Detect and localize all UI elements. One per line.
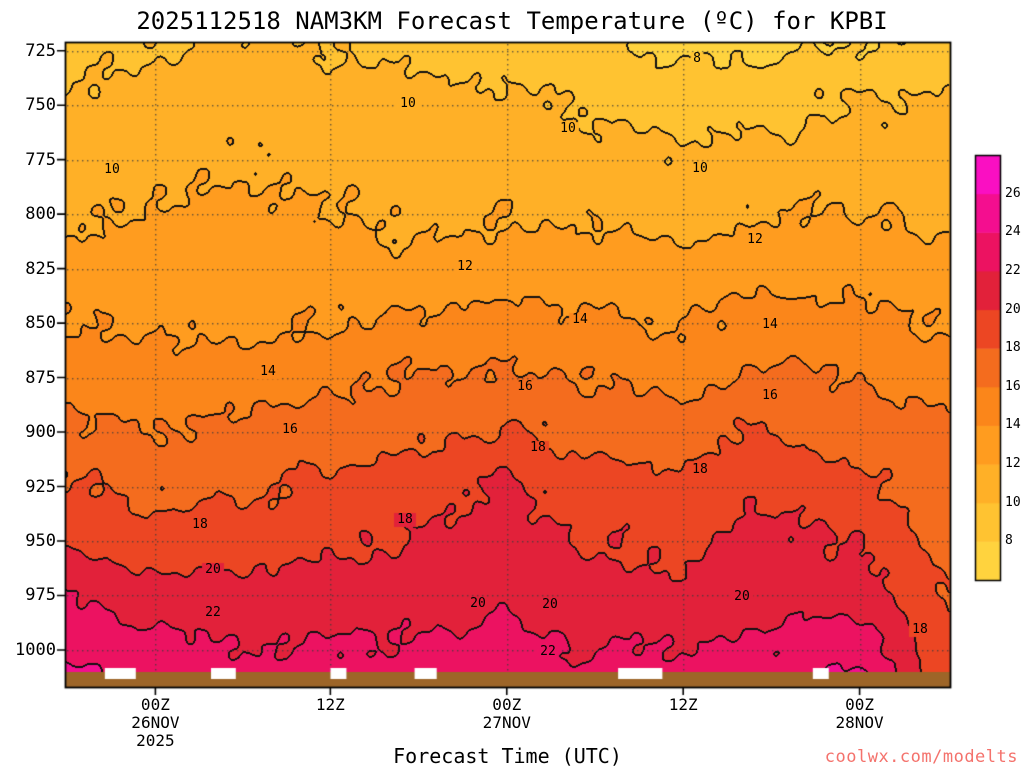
contour-label: 20 [734,589,750,604]
colorbar-tick-label: 18 [1005,340,1021,356]
contour-label: 20 [205,562,221,577]
contour-label: 14 [260,364,276,379]
contour-label: 18 [397,512,413,527]
contour-label: 16 [282,422,298,437]
contour-label: 22 [540,644,556,659]
contour-label: 10 [400,96,416,111]
pressure-tick-label: 1000 [15,639,56,660]
contour-label: 14 [572,312,588,327]
pressure-tick-label: 825 [25,258,56,279]
colorbar-tick-label: 8 [1005,533,1013,549]
time-tick-line: 00Z [492,695,522,714]
contour-label: 18 [912,622,928,637]
pressure-tick-label: 900 [25,422,56,443]
pressure-tick-label: 800 [25,204,56,225]
colorbar-tick-label: 22 [1005,262,1021,278]
time-tick-line: 28NOV [835,713,884,732]
contour-label: 20 [470,596,486,611]
x-axis-title: Forecast Time (UTC) [393,744,622,768]
contour-label: 20 [542,597,558,612]
contour-label: 18 [530,440,546,455]
colorbar-tick-label: 14 [1005,417,1021,433]
time-tick-label: 12Z [669,696,698,714]
colorbar-tick-label: 20 [1005,301,1021,317]
time-tick-label: 00Z 26NOV 2025 [131,696,179,750]
contour-label: 10 [104,162,120,177]
time-tick-label: 00Z 27NOV [483,696,531,732]
contour-label: 22 [205,605,221,620]
time-tick-line: 00Z [845,695,875,714]
chart-title: 2025112518 NAM3KM Forecast Temperature (… [136,7,888,35]
time-tick-label: 00Z 28NOV [836,696,884,732]
pressure-tick-label: 925 [25,476,56,497]
colorbar-tick-label: 26 [1005,185,1021,201]
pressure-tick-label: 775 [25,149,56,170]
colorbar-tick-label: 12 [1005,456,1021,472]
contour-label: 10 [560,121,576,136]
pressure-tick-label: 875 [25,367,56,388]
time-tick-line: 12Z [668,695,698,714]
pressure-tick-label: 975 [25,585,56,606]
contour-label: 18 [692,462,708,477]
time-tick-line: 12Z [315,695,345,714]
pressure-tick-label: 750 [25,95,56,116]
colorbar-tick-label: 16 [1005,378,1021,394]
contour-label: 12 [457,259,473,274]
contour-label: 8 [693,51,701,66]
pressure-tick-label: 950 [25,531,56,551]
pressure-tick-label: 850 [25,313,56,334]
time-tick-line: 2025 [136,731,175,750]
contour-label: 16 [762,388,778,403]
contour-label: 18 [192,517,208,532]
time-tick-line: 27NOV [482,713,531,732]
contour-label: 14 [762,317,778,332]
contour-label: 16 [517,379,533,394]
time-tick-label: 12Z [316,696,345,714]
contour-label: 12 [747,232,763,247]
colorbar-tick-label: 10 [1005,494,1021,510]
pressure-tick-label: 725 [25,40,56,61]
time-tick-line: 26NOV [131,713,180,732]
colorbar-tick-label: 24 [1005,224,1021,240]
contour-label: 10 [692,161,708,176]
time-tick-line: 00Z [140,695,170,714]
watermark-url: coolwx.com/modelts [824,747,1018,767]
